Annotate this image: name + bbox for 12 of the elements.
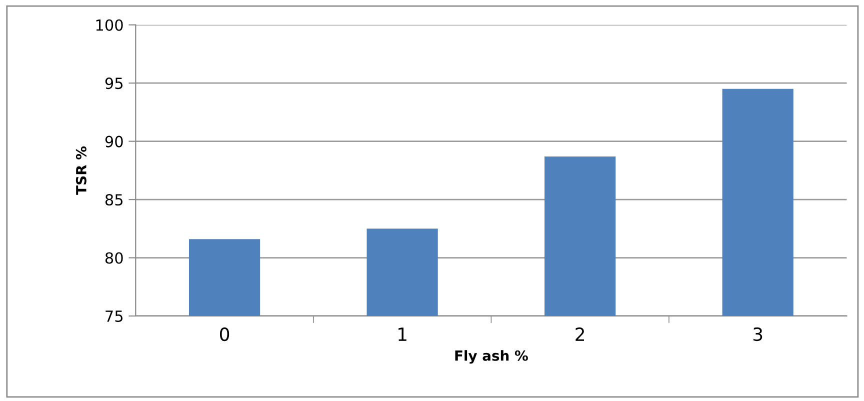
y-tick-label: 75 xyxy=(106,310,123,322)
y-axis-title: TSR % xyxy=(76,146,86,195)
y-tick-label: 85 xyxy=(105,194,123,206)
y-tick-label: 90 xyxy=(105,136,123,148)
x-tick-label: 0 xyxy=(220,327,230,342)
x-axis-title: Fly ash % xyxy=(455,350,528,364)
y-tick-label: 100 xyxy=(96,19,123,31)
y-tick-label: 80 xyxy=(105,252,123,264)
x-tick-label: 3 xyxy=(753,327,762,342)
x-tick-label: 2 xyxy=(576,327,584,341)
x-tick-label: 1 xyxy=(398,328,406,341)
y-tick-label: 95 xyxy=(105,78,123,90)
